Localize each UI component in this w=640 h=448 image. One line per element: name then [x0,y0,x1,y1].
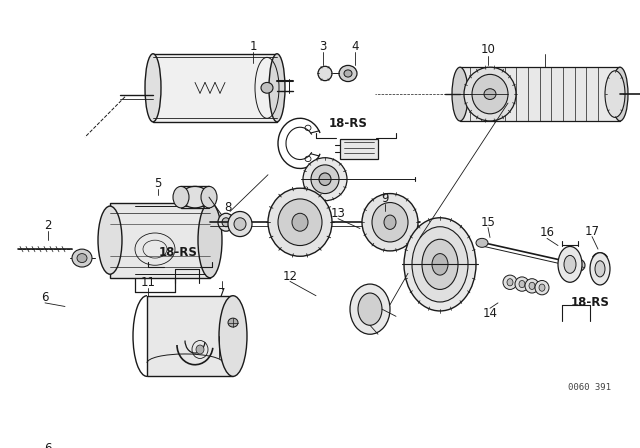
Text: 13: 13 [331,207,346,220]
Text: 0060 391: 0060 391 [568,383,611,392]
Ellipse shape [507,279,513,286]
Ellipse shape [529,282,535,289]
Ellipse shape [590,253,610,285]
Ellipse shape [472,74,508,114]
Ellipse shape [219,296,247,376]
Text: 9: 9 [381,193,388,206]
Text: 7: 7 [218,288,226,301]
Text: 15: 15 [481,216,495,229]
Ellipse shape [98,206,122,274]
Ellipse shape [535,280,549,295]
Text: 18-RS: 18-RS [159,246,197,259]
Ellipse shape [412,227,468,302]
Text: 4: 4 [351,40,359,53]
Bar [460,67,620,121]
Ellipse shape [319,173,331,185]
Ellipse shape [464,67,516,121]
Ellipse shape [278,199,322,246]
Ellipse shape [228,318,238,327]
Text: 18-RS: 18-RS [328,117,367,130]
Ellipse shape [515,277,529,291]
Ellipse shape [77,254,87,263]
Ellipse shape [503,275,517,289]
Ellipse shape [344,70,352,77]
Ellipse shape [268,188,332,256]
Text: 11: 11 [141,276,156,289]
Text: 3: 3 [319,40,326,53]
Ellipse shape [311,165,339,194]
Text: 17: 17 [584,225,600,238]
Ellipse shape [519,280,525,288]
Ellipse shape [145,54,161,122]
Ellipse shape [350,284,390,334]
Ellipse shape [422,239,458,289]
Ellipse shape [318,66,332,81]
Ellipse shape [404,218,476,311]
Ellipse shape [173,186,189,208]
Text: 2: 2 [44,220,52,233]
Bar [153,54,277,122]
Ellipse shape [595,261,605,277]
Bar [147,296,233,376]
Bar [362,316,372,323]
Ellipse shape [362,194,418,251]
Ellipse shape [234,218,246,230]
Text: 1: 1 [249,40,257,53]
Ellipse shape [181,186,209,208]
Ellipse shape [476,238,488,247]
Ellipse shape [358,293,382,325]
Bar [181,186,209,208]
Ellipse shape [452,67,468,121]
Text: 8: 8 [224,202,232,215]
Bar [352,300,364,307]
Ellipse shape [432,254,448,275]
Ellipse shape [196,345,204,354]
Ellipse shape [564,255,576,273]
Text: 14: 14 [483,307,497,320]
Text: 6: 6 [44,442,52,448]
Ellipse shape [339,65,357,82]
Ellipse shape [292,213,308,231]
Ellipse shape [303,158,347,201]
Ellipse shape [201,186,217,208]
Ellipse shape [539,284,545,291]
Text: 16: 16 [540,227,554,240]
Ellipse shape [372,202,408,242]
Text: 10: 10 [481,43,495,56]
Ellipse shape [384,215,396,229]
Text: 18-RS: 18-RS [571,297,609,310]
Text: 5: 5 [154,177,162,190]
Ellipse shape [72,249,92,267]
Ellipse shape [261,82,273,93]
Ellipse shape [612,67,628,121]
Ellipse shape [525,279,539,293]
Bar [110,202,210,278]
Ellipse shape [484,89,496,99]
Ellipse shape [605,71,625,117]
Text: 6: 6 [41,291,49,304]
Ellipse shape [228,211,252,237]
Ellipse shape [571,259,585,271]
Ellipse shape [558,246,582,282]
Bar [376,304,386,310]
Text: 12: 12 [282,270,298,283]
Bar [340,139,378,159]
Ellipse shape [198,202,222,278]
Ellipse shape [222,218,230,227]
Ellipse shape [269,54,285,122]
Ellipse shape [218,213,234,231]
